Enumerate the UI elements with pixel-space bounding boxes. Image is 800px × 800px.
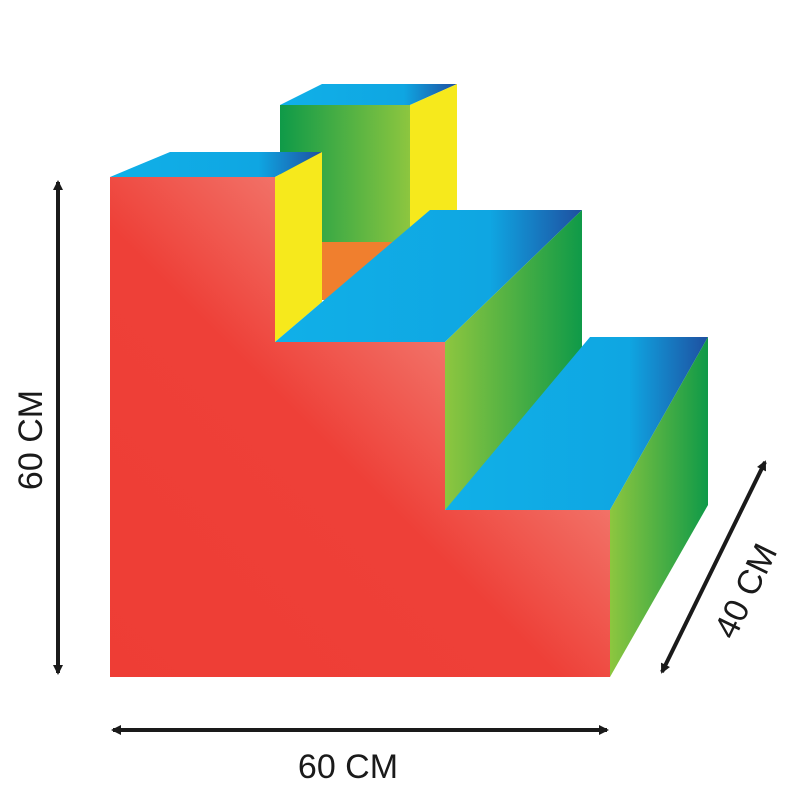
back-box-top bbox=[280, 84, 457, 105]
left-column-top bbox=[110, 152, 322, 177]
lower-step-side bbox=[610, 337, 708, 677]
back-box-side bbox=[410, 84, 457, 242]
height-label: 60 CM bbox=[12, 390, 50, 490]
lower-step-top bbox=[445, 337, 708, 510]
middle-step-side bbox=[445, 210, 582, 510]
left-column-side bbox=[275, 152, 322, 342]
depth-arrow bbox=[660, 460, 767, 674]
width-label: 60 CM bbox=[298, 748, 398, 786]
front-face bbox=[110, 177, 610, 677]
middle-step-top bbox=[275, 210, 582, 342]
